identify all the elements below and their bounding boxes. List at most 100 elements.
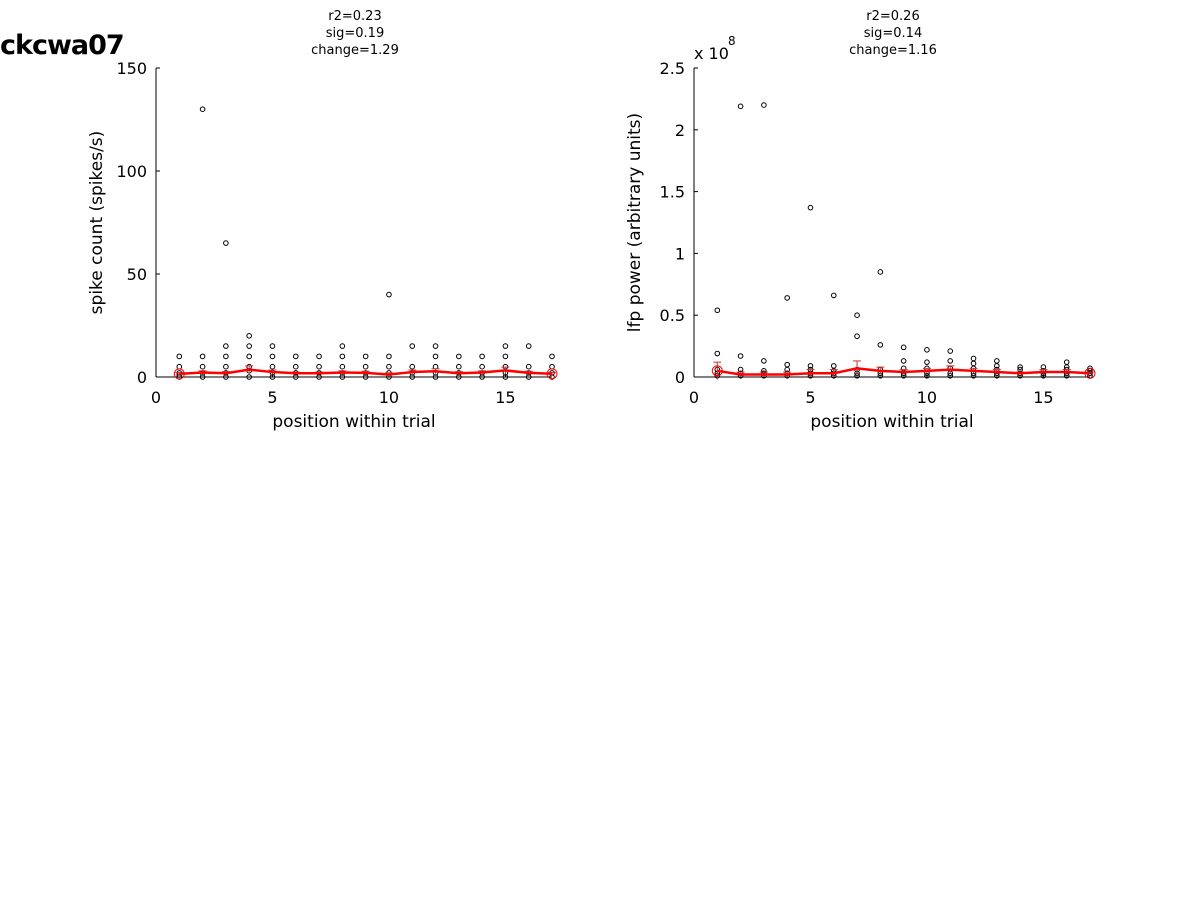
data-point	[924, 347, 930, 353]
data-point	[362, 353, 369, 360]
x-tick-label: 10	[379, 388, 399, 407]
data-point	[877, 342, 884, 348]
data-point	[479, 353, 485, 360]
data-point	[223, 240, 229, 246]
data-point	[784, 295, 790, 301]
x-tick-label: 10	[917, 388, 937, 407]
data-point	[877, 269, 884, 275]
data-point	[947, 348, 954, 354]
data-point	[737, 353, 744, 359]
data-point	[223, 363, 229, 370]
data-point	[246, 374, 252, 380]
data-point	[269, 363, 276, 370]
end-marker	[1084, 367, 1096, 379]
start-marker	[711, 365, 723, 377]
data-point	[807, 204, 814, 211]
data-point	[199, 363, 206, 370]
data-point	[830, 292, 837, 299]
data-point	[386, 363, 392, 370]
data-point	[549, 353, 555, 360]
data-point	[924, 359, 930, 365]
lfp-power-chart: r2=0.26 sig=0.14 change=1.16 0 0.5 1 1.5 2 2.5 0 5…	[625, 9, 1096, 432]
data-point	[900, 358, 907, 364]
y-axis-label: lfp power (arbitrary units)	[625, 113, 645, 332]
data-point	[1017, 364, 1023, 370]
data-point	[854, 312, 860, 319]
data-point	[1063, 359, 1070, 365]
y-tick-label: 0	[675, 368, 685, 387]
data-point	[784, 361, 790, 368]
data-point	[223, 343, 229, 349]
data-point	[386, 291, 392, 298]
data-point	[714, 307, 721, 314]
x-tick-label: 15	[495, 388, 515, 407]
data-point	[970, 355, 977, 362]
data-point	[714, 350, 721, 357]
y-tick-label: 2.5	[660, 59, 685, 78]
y-tick-label: 50	[127, 265, 147, 284]
y-tick-label: 0.5	[660, 306, 685, 325]
mean-line	[717, 367, 1091, 376]
y-tick-label: 150	[116, 59, 147, 78]
data-point	[970, 360, 977, 367]
x-tick-label: 15	[1033, 388, 1053, 407]
mean-line	[179, 368, 553, 376]
data-point	[176, 363, 183, 370]
stat-label: change=1.29	[311, 43, 399, 58]
figure-title: ckcwa07	[0, 30, 125, 61]
data-point	[761, 102, 767, 108]
data-point	[316, 353, 322, 360]
axis-exponent-power: 8	[728, 34, 736, 48]
data-point	[432, 343, 439, 349]
data-point	[807, 363, 814, 369]
data-point	[199, 106, 206, 112]
spike-count-chart: r2=0.23 sig=0.19 change=1.29 0 50 100 150 0 5 10 1…	[87, 9, 558, 432]
x-tick-label: 5	[267, 388, 277, 407]
data-point	[456, 353, 462, 360]
data-point	[737, 103, 744, 110]
data-point	[246, 333, 252, 339]
data-point	[432, 353, 439, 360]
data-point	[525, 363, 532, 370]
stat-label: r2=0.26	[866, 9, 919, 24]
x-axis-label: position within trial	[272, 412, 435, 432]
data-point	[502, 353, 509, 360]
data-point	[199, 353, 206, 360]
data-point	[339, 353, 346, 360]
data-point	[479, 363, 485, 370]
data-point	[854, 333, 860, 340]
data-point	[900, 344, 907, 351]
data-point	[994, 358, 1000, 364]
data-point	[316, 363, 322, 370]
y-tick-label: 1.5	[660, 183, 685, 202]
data-point	[502, 343, 509, 349]
data-point	[362, 363, 369, 370]
data-point	[924, 372, 930, 379]
y-tick-label: 100	[116, 162, 147, 181]
data-point	[339, 343, 346, 349]
x-axis-label: position within trial	[810, 412, 973, 432]
data-point	[761, 358, 767, 364]
data-point	[269, 343, 276, 349]
end-marker	[546, 368, 558, 380]
stat-label: change=1.16	[849, 43, 937, 58]
data-point	[525, 343, 532, 349]
x-tick-label: 5	[805, 388, 815, 407]
data-point	[830, 363, 837, 369]
data-point	[339, 363, 346, 370]
data-point	[409, 343, 416, 349]
data-point	[292, 363, 299, 370]
axis-exponent-label: x 10	[694, 44, 729, 63]
data-point	[176, 353, 183, 360]
data-point	[456, 363, 462, 370]
stat-label: sig=0.19	[326, 26, 384, 41]
data-point	[947, 372, 954, 379]
data-point	[246, 343, 252, 349]
x-tick-label: 0	[689, 388, 699, 407]
data-point	[292, 353, 299, 360]
y-tick-label: 1	[675, 244, 685, 263]
y-tick-label: 0	[137, 368, 147, 387]
y-tick-label: 2	[675, 121, 685, 140]
data-point	[970, 372, 977, 379]
